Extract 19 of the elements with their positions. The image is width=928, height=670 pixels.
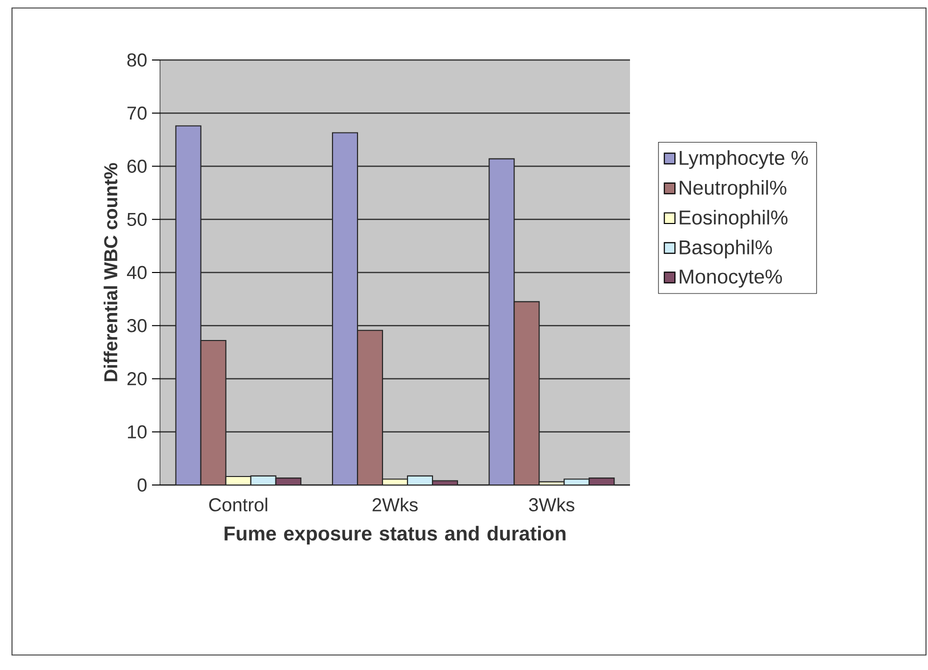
x-axis-title: Fume exposure status and duration [224, 526, 566, 545]
y-tick-label: 10 [128, 425, 147, 438]
x-tick-label: Control [209, 498, 268, 512]
y-tick-label: 30 [127, 318, 147, 332]
legend-label: Neutrophil% [680, 180, 786, 199]
y-tick-label: 0 [138, 478, 147, 492]
y-tick-label: 70 [127, 106, 147, 120]
y-tick-label: 20 [127, 372, 147, 386]
y-tick-label: 40 [126, 266, 147, 280]
x-tick-label: 3Wks [529, 498, 574, 512]
legend-label: Lymphocyte % [680, 150, 808, 169]
legend-label: Monocyte% [680, 270, 782, 288]
legend-label: Eosinophil% [680, 210, 788, 229]
y-axis-title: Differential WBC count% [104, 163, 118, 382]
x-tick-label: 2Wks [372, 498, 418, 512]
y-tick-label: 50 [127, 212, 147, 226]
y-tick-label: 60 [127, 160, 147, 173]
y-tick-label: 80 [127, 53, 147, 67]
legend-label: Basophil% [680, 240, 772, 258]
